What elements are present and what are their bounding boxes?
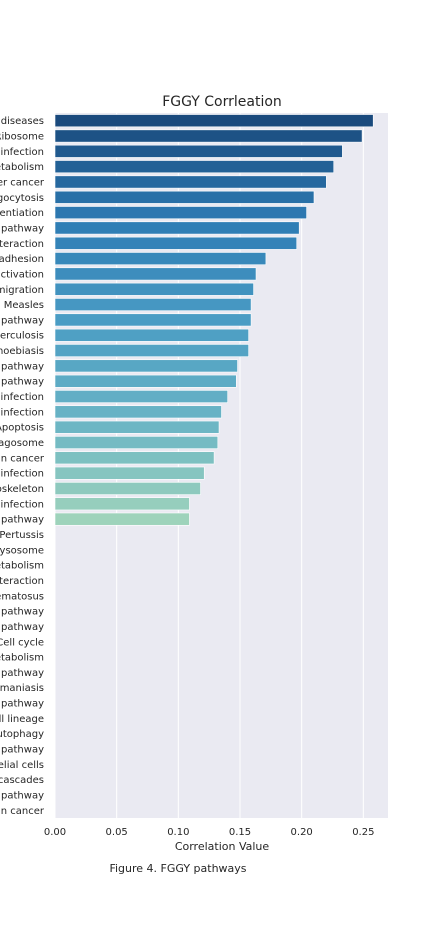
y-tick-label: Ribosome [0,131,44,142]
y-tick-label: nteraction [0,239,44,250]
y-tick-label: infection [1,407,44,418]
bar [54,190,315,204]
x-axis-label: Correlation Value [175,840,270,853]
bar [54,512,190,526]
bar [54,497,190,511]
bar [54,313,252,327]
bar [54,236,298,250]
y-tick-label: pathway [1,315,44,326]
bar [54,451,215,465]
y-tick-label: pathway [1,607,44,618]
y-tick-label: agosome [0,438,44,449]
bar [54,175,327,189]
bar [54,344,249,357]
y-tick-label: activation [0,269,44,280]
y-tick-label: Measles [4,300,44,311]
bar [54,129,363,143]
bar [54,328,249,342]
y-tick-label: infection [1,392,44,403]
y-tick-label: migration [0,285,44,296]
y-tick-label: pathway [1,699,44,710]
y-tick-label: pathway [1,361,44,372]
y-tick-label: utophagy [0,729,44,740]
y-tick-label: diseases [1,116,44,127]
bar [54,390,228,403]
bar [54,466,205,480]
y-tick-label: Pertussis [0,530,44,541]
y-tick-label: Apoptosis [0,423,44,434]
y-tick-label: ematosus [0,591,44,602]
bar [54,114,374,128]
bar [54,221,300,235]
y-tick-label: in cancer [0,453,45,464]
bar [54,206,307,220]
x-tick-label: 0.20 [291,827,313,838]
y-tick-label: noebiasis [0,346,44,357]
x-tick-label: 0.25 [352,827,374,838]
y-tick-label: Cell cycle [0,637,44,648]
x-tick-label: 0.10 [167,827,189,838]
figure-caption: Figure 4. FGGY pathways [109,862,247,875]
x-tick-label: 0.15 [229,827,251,838]
bar [54,160,335,174]
y-tick-label: ysosome [0,545,44,556]
y-tick-label: in cancer [0,806,45,817]
y-tick-label: pathway [1,377,44,388]
bar [54,298,252,312]
y-tick-label: rentiation [0,208,44,219]
y-tick-label: infection [1,499,44,510]
y-tick-label: er cancer [0,177,45,188]
bar [54,282,254,296]
bar [54,359,238,373]
bar [54,436,219,449]
y-tick-label: pathway [1,223,44,234]
bar [54,267,257,281]
bar [54,482,201,495]
y-tick-label: gocytosis [0,193,44,204]
x-tick-labels: 0.00 0.05 0.10 0.15 0.20 0.25 [44,827,375,838]
bar [54,252,267,266]
y-tick-label: erculosis [0,331,44,342]
y-tick-label: elial cells [0,760,44,771]
bar [54,374,237,388]
y-tick-label: pathway [1,515,44,526]
y-tick-label: oskeleton [0,484,44,495]
bars [54,114,374,526]
chart-title: FGGY Corrleation [162,94,282,110]
bar [54,420,220,434]
y-tick-label: infection [1,469,44,480]
y-tick-label: adhesion [0,254,44,265]
y-tick-label: nteraction [0,576,44,587]
y-tick-label: maniasis [0,683,44,694]
y-tick-label: pathway [1,745,44,756]
y-tick-label: pathway [1,668,44,679]
x-tick-label: 0.05 [106,827,128,838]
y-tick-label: cascades [0,775,44,786]
bar [54,144,343,158]
y-tick-label: pathway [1,791,44,802]
y-tick-label: infection [1,147,44,158]
y-tick-label: pathway [1,622,44,633]
x-tick-label: 0.00 [44,827,66,838]
y-tick-label: ll lineage [0,714,44,725]
bar [54,405,222,419]
